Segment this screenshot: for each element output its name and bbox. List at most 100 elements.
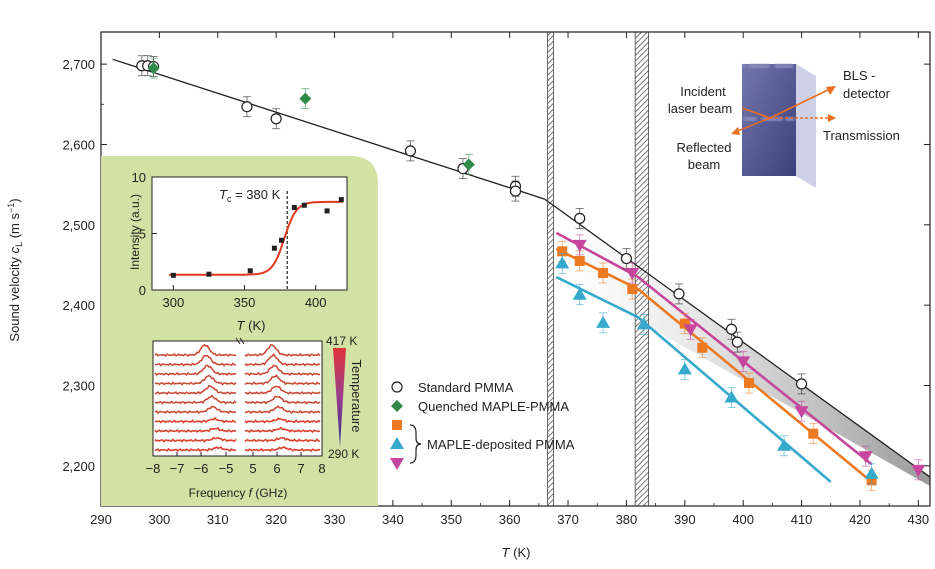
spectra-x-tick-label: −5	[219, 461, 234, 476]
inset-data-point	[338, 197, 344, 203]
data-point	[625, 268, 640, 281]
data-point	[683, 324, 698, 337]
data-point	[270, 113, 282, 125]
film-texture	[789, 63, 795, 69]
film-texture	[779, 63, 785, 69]
x-tick-label: 310	[207, 512, 229, 527]
spectrum-fit	[155, 352, 321, 367]
axis-break	[235, 337, 241, 345]
frequency-axis-title: Frequency f (GHz)	[189, 486, 288, 500]
film-texture	[777, 63, 783, 69]
y-axis-title: Sound velocity cL (m s−1)	[6, 198, 24, 341]
incident-beam	[741, 107, 771, 119]
data-point	[864, 466, 879, 479]
y-tick-label: 2,400	[62, 298, 95, 313]
film-texture	[753, 63, 759, 69]
x-tick-label: 380	[616, 512, 638, 527]
data-point	[697, 342, 708, 353]
inset-tc-annotation: Tc = 380 K	[219, 187, 281, 204]
x-tick-label: 290	[90, 512, 112, 527]
legend-marker	[391, 400, 403, 412]
film-texture	[781, 63, 787, 69]
data-point	[736, 356, 751, 369]
data-point	[620, 252, 633, 265]
inset-panel: 300 350 400 0 5 10 −8 −7 −6 −5 5 6 7 8	[101, 156, 378, 506]
spectrum-fit	[154, 445, 321, 453]
data-point	[794, 406, 809, 419]
data-point	[574, 212, 586, 224]
data-point	[858, 451, 873, 464]
data-point	[462, 158, 475, 171]
inset-y-axis-title: Intensity (a.u.)	[128, 194, 142, 270]
film-texture	[784, 116, 790, 122]
spectrum-fit	[154, 364, 321, 377]
colorbar-min-label: 290 K	[328, 447, 359, 461]
spectra-x-tick-label: −8	[146, 461, 161, 476]
legend-marker	[390, 458, 404, 470]
data-point	[777, 438, 792, 451]
x-tick-label: 370	[557, 512, 579, 527]
film-sample	[742, 64, 796, 176]
spectrum-fit	[154, 394, 321, 405]
data-point	[795, 378, 808, 390]
transmission-label: Transmission	[823, 128, 900, 143]
data-point	[509, 185, 522, 197]
data-point	[596, 315, 611, 328]
data-point	[808, 428, 819, 439]
x-tick-label: 430	[907, 512, 929, 527]
film-texture	[750, 116, 756, 122]
fit-line	[555, 275, 832, 483]
spectrum-fit	[154, 426, 320, 434]
x-tick-label: 400	[732, 512, 754, 527]
reflected-arrowhead	[731, 127, 740, 135]
data-point	[241, 101, 253, 113]
film-texture	[773, 63, 779, 69]
x-tick-label: 330	[324, 512, 346, 527]
inset-fit-curve	[169, 200, 343, 276]
data-point	[404, 145, 417, 157]
reflected-label-1: Reflected	[677, 140, 732, 155]
data-point	[673, 288, 685, 300]
data-point	[555, 256, 570, 269]
film-texture	[751, 63, 757, 69]
film-texture	[785, 63, 791, 69]
inset-data-point	[247, 268, 253, 274]
y-tick-label: 2,300	[62, 378, 95, 393]
data-point	[911, 464, 926, 477]
film-texture	[746, 116, 752, 122]
y-tick-label: 2,500	[62, 218, 95, 233]
spectrum-fit	[154, 436, 321, 443]
inset-data-point	[206, 271, 212, 277]
inset-x-tick-label: 350	[234, 295, 256, 310]
legend-label: Quenched MAPLE-PMMA	[418, 399, 569, 414]
legend-label: MAPLE-deposited PMMA	[427, 437, 575, 452]
scattered-arrowhead	[826, 86, 836, 95]
reflected-label-2: beam	[688, 157, 721, 172]
data-point	[147, 62, 160, 75]
film-texture	[752, 116, 758, 122]
data-point	[731, 336, 743, 348]
colorbar-wedge	[333, 348, 346, 447]
legend-marker	[391, 381, 403, 393]
data-point	[557, 246, 568, 257]
inset-y-tick-label: 0	[139, 283, 146, 298]
data-point	[636, 317, 651, 330]
film-texture	[757, 63, 763, 69]
film-texture	[748, 116, 754, 122]
spectra-x-tick-label: 6	[273, 461, 280, 476]
inset-data-point	[271, 245, 277, 251]
data-point	[299, 92, 312, 105]
inset-x-tick-label: 300	[162, 295, 184, 310]
x-tick-label: 300	[149, 512, 171, 527]
x-tick-label: 410	[791, 512, 813, 527]
film-texture	[744, 116, 750, 122]
spectrum-fit	[154, 374, 320, 386]
data-point	[598, 268, 609, 279]
reflected-beam	[734, 117, 771, 133]
inset-data-point	[170, 272, 176, 278]
incident-label-2: laser beam	[668, 101, 732, 116]
film-texture	[759, 63, 765, 69]
scattered-beam	[769, 87, 833, 119]
film-texture	[783, 63, 789, 69]
inset-data-point	[279, 237, 285, 243]
